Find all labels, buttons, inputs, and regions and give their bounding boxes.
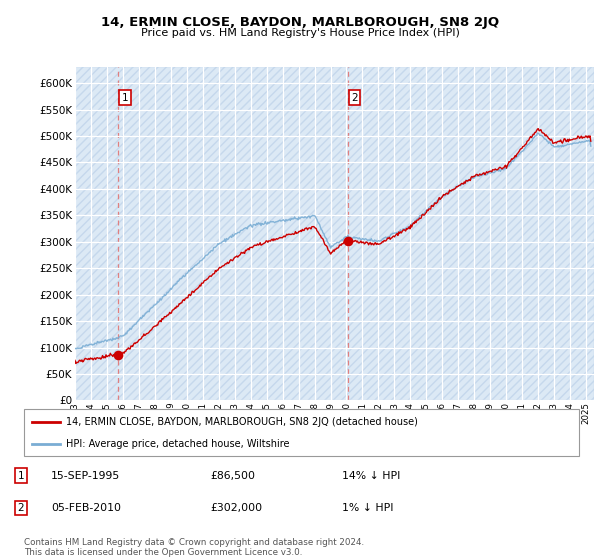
Text: 15-SEP-1995: 15-SEP-1995 xyxy=(51,470,120,480)
Text: 1: 1 xyxy=(17,470,25,480)
Text: 1: 1 xyxy=(121,93,128,103)
Text: 05-FEB-2010: 05-FEB-2010 xyxy=(51,503,121,513)
Text: Contains HM Land Registry data © Crown copyright and database right 2024.
This d: Contains HM Land Registry data © Crown c… xyxy=(24,538,364,557)
Text: 14, ERMIN CLOSE, BAYDON, MARLBOROUGH, SN8 2JQ: 14, ERMIN CLOSE, BAYDON, MARLBOROUGH, SN… xyxy=(101,16,499,29)
Text: £302,000: £302,000 xyxy=(210,503,262,513)
Text: 2: 2 xyxy=(351,93,358,103)
Text: £86,500: £86,500 xyxy=(210,470,255,480)
Text: 14, ERMIN CLOSE, BAYDON, MARLBOROUGH, SN8 2JQ (detached house): 14, ERMIN CLOSE, BAYDON, MARLBOROUGH, SN… xyxy=(65,417,418,427)
Text: 14% ↓ HPI: 14% ↓ HPI xyxy=(342,470,400,480)
Text: 2: 2 xyxy=(17,503,25,513)
Text: HPI: Average price, detached house, Wiltshire: HPI: Average price, detached house, Wilt… xyxy=(65,438,289,449)
Text: 1% ↓ HPI: 1% ↓ HPI xyxy=(342,503,394,513)
Text: Price paid vs. HM Land Registry's House Price Index (HPI): Price paid vs. HM Land Registry's House … xyxy=(140,28,460,38)
